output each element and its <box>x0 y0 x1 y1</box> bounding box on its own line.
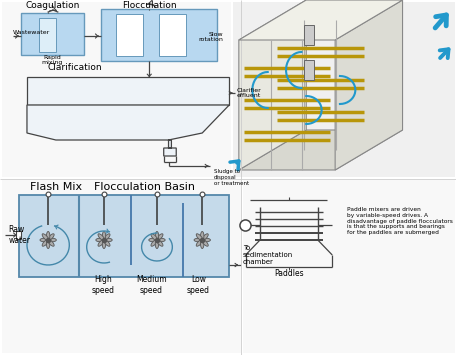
Bar <box>19 195 229 277</box>
Ellipse shape <box>196 234 203 241</box>
Ellipse shape <box>103 238 112 242</box>
Bar <box>116 14 143 56</box>
Text: Clarification: Clarification <box>48 62 102 71</box>
Ellipse shape <box>103 239 110 246</box>
Text: Flocculation: Flocculation <box>122 1 177 11</box>
Bar <box>17 231 21 239</box>
Polygon shape <box>335 0 402 170</box>
Ellipse shape <box>201 239 208 246</box>
Ellipse shape <box>103 234 110 241</box>
Ellipse shape <box>46 231 50 240</box>
Text: Rapid
mixing: Rapid mixing <box>41 55 63 65</box>
Polygon shape <box>239 130 402 170</box>
Ellipse shape <box>46 240 50 248</box>
Text: High
speed: High speed <box>91 275 115 295</box>
Text: Wastewater: Wastewater <box>12 31 50 36</box>
Ellipse shape <box>98 234 105 241</box>
Text: Paddles: Paddles <box>274 268 304 278</box>
Bar <box>27 77 229 105</box>
Bar <box>2 2 231 177</box>
Text: Medium
speed: Medium speed <box>136 275 166 295</box>
Bar <box>304 25 314 45</box>
Ellipse shape <box>96 238 104 242</box>
Text: Slow
rotation: Slow rotation <box>199 32 223 42</box>
Ellipse shape <box>155 240 159 248</box>
Bar <box>304 60 314 80</box>
Bar <box>159 14 186 56</box>
Ellipse shape <box>156 239 163 246</box>
Text: Coagulation: Coagulation <box>26 1 80 11</box>
Ellipse shape <box>202 238 210 242</box>
Text: Raw
water: Raw water <box>9 225 31 245</box>
Ellipse shape <box>102 231 106 240</box>
Text: Low
speed: Low speed <box>187 275 210 295</box>
Text: Clarifier
effluent: Clarifier effluent <box>237 88 262 98</box>
Bar <box>233 2 455 177</box>
Ellipse shape <box>42 234 49 241</box>
Polygon shape <box>27 105 229 156</box>
Ellipse shape <box>48 238 56 242</box>
Ellipse shape <box>151 234 157 241</box>
Ellipse shape <box>201 240 204 248</box>
Polygon shape <box>239 0 402 40</box>
Ellipse shape <box>155 231 159 240</box>
Bar <box>38 18 56 52</box>
Ellipse shape <box>196 239 203 246</box>
Text: Sludge to
disposal
or treatment: Sludge to disposal or treatment <box>214 169 249 186</box>
Bar <box>243 180 455 353</box>
Bar <box>2 180 241 353</box>
Text: To
sedimentation
chamber: To sedimentation chamber <box>243 245 293 265</box>
Ellipse shape <box>40 238 49 242</box>
Ellipse shape <box>149 238 157 242</box>
Text: Flash Mix: Flash Mix <box>30 182 82 192</box>
Ellipse shape <box>201 231 204 240</box>
Ellipse shape <box>156 238 165 242</box>
Text: Flocculation Basin: Flocculation Basin <box>94 182 195 192</box>
Ellipse shape <box>156 234 163 241</box>
Text: Paddle mixers are driven
by variable-speed drives. A
disadvantage of paddle floc: Paddle mixers are driven by variable-spe… <box>346 207 453 235</box>
Ellipse shape <box>194 238 203 242</box>
Bar <box>21 13 84 55</box>
Ellipse shape <box>47 234 54 241</box>
Ellipse shape <box>98 239 105 246</box>
Ellipse shape <box>42 239 49 246</box>
Ellipse shape <box>201 234 208 241</box>
Polygon shape <box>239 0 306 170</box>
Bar <box>101 9 217 61</box>
Ellipse shape <box>151 239 157 246</box>
Ellipse shape <box>102 240 106 248</box>
Ellipse shape <box>47 239 54 246</box>
